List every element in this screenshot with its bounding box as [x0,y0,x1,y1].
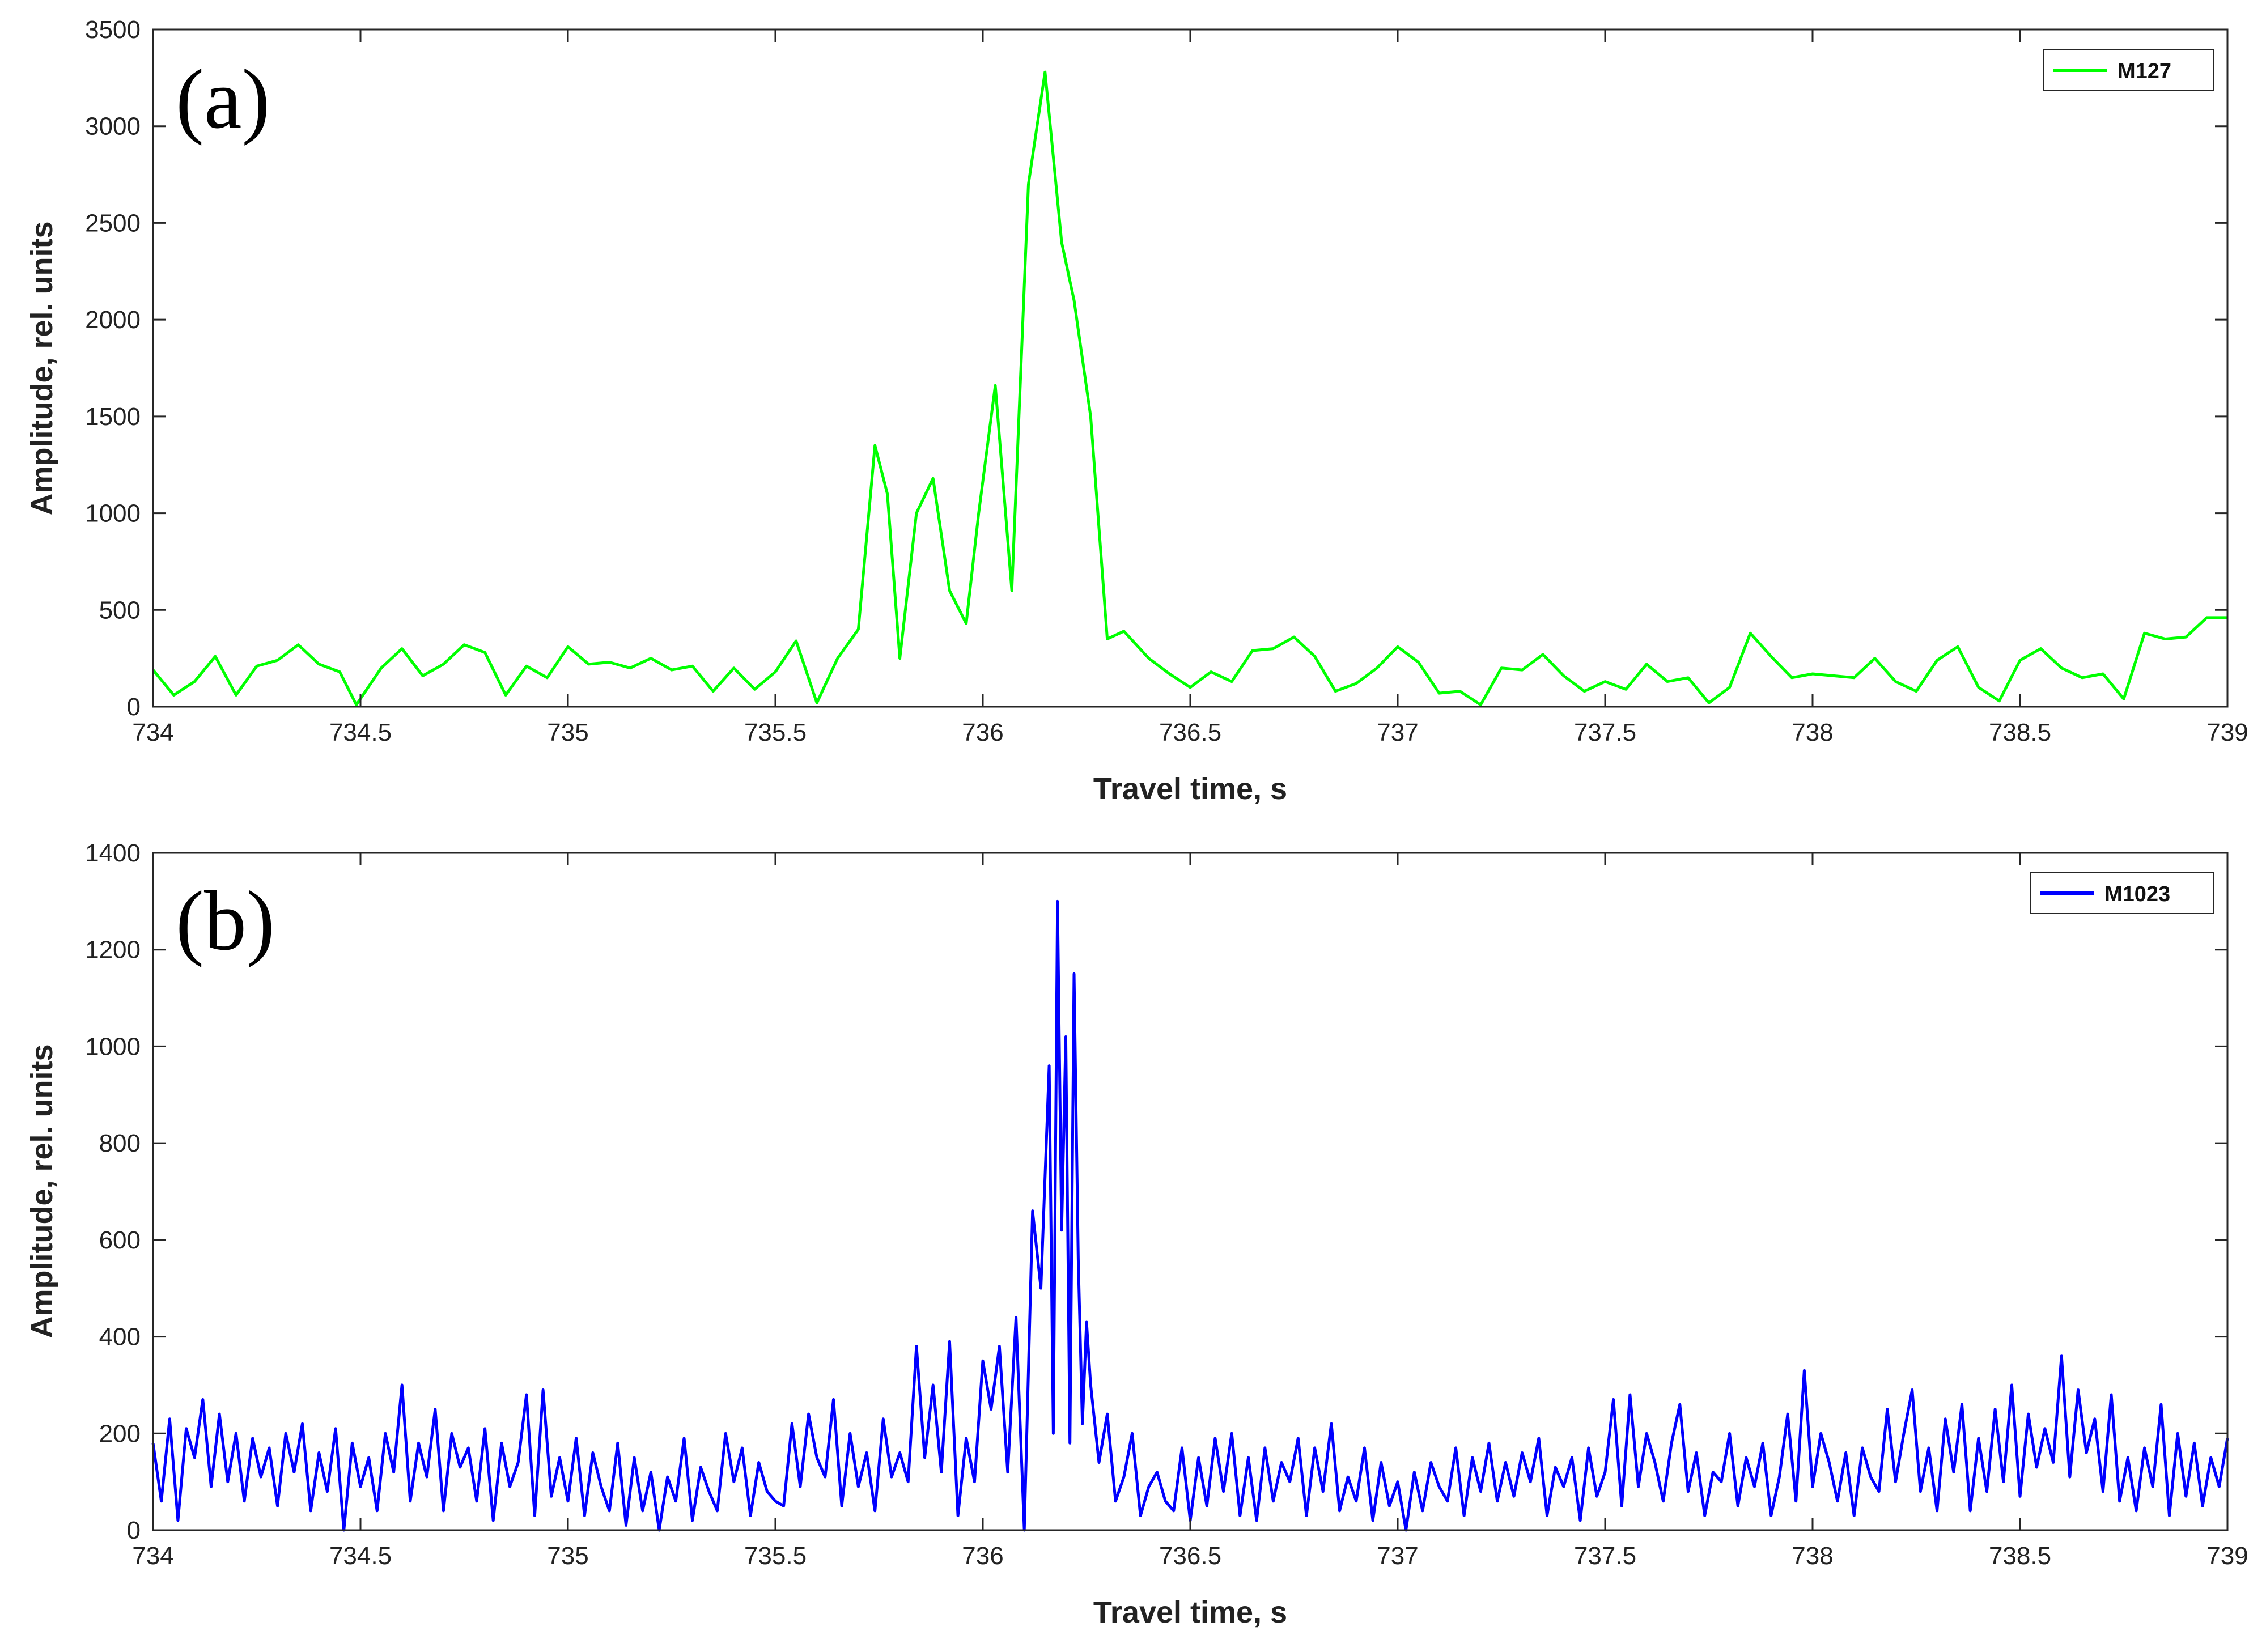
panel-a-x-tick-label: 734.5 [329,719,392,746]
panel-a-y-tick-label: 1000 [85,500,141,528]
panel-a-x-tick-label: 737 [1377,719,1418,746]
panel-b-y-tick-label: 1200 [85,936,141,964]
panel-a-y-tick-label: 1500 [85,403,141,431]
panel-b-label: (b) [176,874,275,968]
panel-a-ticks: 734 734.5 735 735.5 736 736.5 737 737.5 738 738.5… [85,16,2248,746]
panel-a-x-tick-label: 737.5 [1574,719,1636,746]
panel-a-y-tick-label: 3000 [85,113,141,141]
panel-b-x-tick-label: 735 [547,1542,588,1570]
panel-b-y-tick-label: 600 [99,1226,141,1254]
panel-a-legend: M127 [2043,49,2214,91]
panel-b: 734 734.5 735 735.5 736 736.5 737 737.5 738 738.5… [25,839,2248,1629]
panel-a-y-tick-label: 2000 [85,306,141,334]
panel-b-x-tick-label: 737.5 [1574,1542,1636,1570]
panel-b-x-tick-label: 738.5 [1989,1542,2051,1570]
panel-b-legend-entry: M1023 [2104,882,2170,906]
panel-b-ticks: 734 734.5 735 735.5 736 736.5 737 737.5 738 738.5… [85,839,2248,1570]
panel-a-x-tick-label: 736 [962,719,1003,746]
panel-b-legend: M1023 [2030,872,2214,914]
panel-a-x-tick-label: 735 [547,719,588,746]
panel-b-y-tick-label: 0 [127,1517,141,1544]
panel-a-series-line-0 [152,70,2227,707]
panel-a-legend-entry: M127 [2118,60,2171,83]
panel-a-x-tick-label: 738.5 [1989,719,2051,746]
panel-b-x-tick-label: 739 [2206,1542,2248,1570]
panel-b-x-axis-label: Travel time, s [1093,1595,1287,1629]
panel-a-x-tick-label: 736.5 [1159,719,1221,746]
panel-a-x-tick-label: 735.5 [744,719,807,746]
panel-a-x-tick-label: 738 [1792,719,1833,746]
panel-a-x-axis-label: Travel time, s [1093,772,1287,806]
panel-a-y-tick-label: 3500 [85,16,141,44]
panel-b-x-tick-label: 738 [1792,1542,1833,1570]
panel-a-y-tick-label: 2500 [85,209,141,237]
panel-b-y-tick-label: 1000 [85,1033,141,1060]
panel-a-plot-marks [152,70,2227,707]
panel-a-label: (a) [176,52,270,146]
panel-b-x-tick-label: 737 [1377,1542,1418,1570]
panel-a-y-axis-label: Amplitude, rel. units [25,221,59,515]
panel-b-x-tick-label: 736 [962,1542,1003,1570]
panel-b-x-tick-label: 735.5 [744,1542,807,1570]
panel-a-y-tick-label: 500 [99,596,141,624]
panel-a-y-tick-label: 0 [127,693,141,721]
panel-b-y-tick-label: 400 [99,1323,141,1351]
panel-a: 734 734.5 735 735.5 736 736.5 737 737.5 738 738.5… [25,16,2248,806]
panel-b-y-tick-label: 800 [99,1129,141,1157]
panel-b-y-axis-label: Amplitude, rel. units [25,1044,59,1338]
panel-b-plot-marks [151,899,2229,1532]
panel-a-x-tick-label: 734 [132,719,173,746]
panel-b-series-line-0 [151,899,2229,1532]
panel-b-x-tick-label: 736.5 [1159,1542,1221,1570]
panel-a-x-tick-label: 739 [2206,719,2248,746]
panel-b-y-tick-label: 1400 [85,839,141,867]
panel-b-x-tick-label: 734 [132,1542,173,1570]
panel-b-y-tick-label: 200 [99,1420,141,1447]
panel-b-x-tick-label: 734.5 [329,1542,392,1570]
